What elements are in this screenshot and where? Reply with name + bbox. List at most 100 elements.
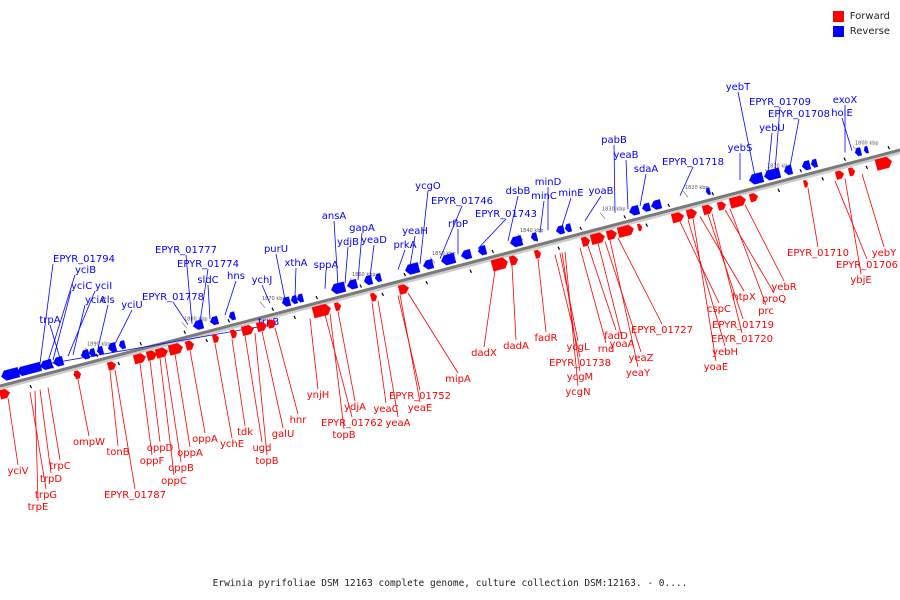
reverse-gene-label: yeaH [402,226,428,237]
genome-axis [0,148,900,388]
leader-line [39,263,54,364]
forward-gene-arrow [333,302,342,312]
forward-gene-label: EPYR_01727 [631,325,693,336]
forward-gene-label: dadX [471,348,497,359]
leader-line [371,302,387,404]
forward-gene-label: topB [255,456,278,467]
kbp-tick: 1850 kbp [429,251,456,264]
forward-gene-arrow [266,319,277,329]
reverse-gene-label: prkA [393,240,416,251]
reverse-gene-arrow [192,319,205,330]
leader-line [861,173,885,248]
forward-gene-arrow [802,179,809,188]
forward-gene-label: yciV [7,466,28,477]
kbp-tick-label: 1800 kbp [855,140,879,146]
forward-gene-arrow [589,232,605,245]
reverse-gene-label: ycgO [415,181,441,192]
axis-tick-mark [271,307,275,311]
leader-line [337,311,356,402]
kbp-tick-label: 1860 kbp [352,272,376,278]
forward-gene-label: EPYR_01738 [549,358,611,369]
leader-line [604,241,642,353]
forward-gene-arrow [636,223,643,232]
leader-line [77,379,90,437]
leader-line [597,243,623,339]
legend-forward-label: Forward [849,11,890,22]
forward-gene-arrow [184,340,195,351]
leader-line [587,245,617,331]
reverse-gene-arrow [510,235,524,248]
forward-gene-arrow [132,353,146,365]
reverse-gene-arrow [441,252,457,266]
leader-line [537,258,547,333]
axis-tick-mark [139,342,143,346]
reverse-gene-arrow [96,345,105,355]
axis-tick-mark [645,223,649,227]
forward-gene-label: ydjA [344,402,366,413]
reverse-gene-arrow [810,158,819,168]
axis-tick-mark [799,168,803,173]
axis-tick-mark [623,215,627,219]
reverse-gene-label: holE [831,108,853,119]
leader-line [737,91,756,177]
leader-line [199,268,209,322]
reverse-gene-label: yeaD [361,235,387,246]
forward-swatch [832,11,844,22]
kbp-tick-label: 1880 kbp [184,316,208,322]
forward-gene-label: mipA [445,374,471,385]
leader-line [49,324,61,359]
reverse-gene-arrow [296,293,305,303]
reverse-gene-label: sdaA [634,164,659,175]
reverse-gene-arrow [374,273,383,283]
leader-line [807,188,819,248]
leader-line [174,354,191,448]
axis-tick-mark [205,338,209,343]
reverse-gene-arrow [346,278,359,290]
reverse-gene-label: yciA [85,295,106,306]
forward-gene-label: dadA [503,341,529,352]
forward-gene-label: tdk [237,427,253,438]
forward-gene-label: yeaY [626,368,651,379]
axis-tick-mark [777,188,781,193]
axis-tick-mark [293,315,297,320]
forward-gene-arrow [616,224,634,238]
reverse-gene-label: sppA [314,260,339,271]
leader-line [439,205,463,259]
reverse-gene-label: ydjB [337,237,359,248]
forward-gene-arrow [240,324,254,337]
forward-gene-label: fadR [535,333,558,344]
legend-reverse: Reverse [832,24,890,39]
leader-line [407,292,459,374]
leader-line [261,284,271,304]
reverse-gene-label: EPYR_01794 [53,254,115,265]
axis-tick-mark [227,318,231,323]
reverse-gene-label: EPYR_01709 [749,97,811,108]
leader-line [613,144,616,213]
reverse-gene-label: EPYR_01718 [662,157,724,168]
kbp-tick: 1830 kbp [599,207,626,219]
reverse-gene-arrow [650,199,663,210]
reverse-gene-label: yoaB [588,186,613,197]
leader-line [687,219,726,347]
forward-gene-arrow [701,204,714,216]
reverse-gene-label: sldC [197,275,218,286]
reverse-gene-arrow [331,281,347,295]
axis-tick-mark [381,292,385,297]
forward-gene-label: EPYR_01710 [787,248,849,259]
forward-gene-arrow [106,361,117,371]
forward-gene-label: galU [272,429,295,440]
reverse-gene-label: minE [558,188,583,199]
forward-gene-label: ycgM [567,372,593,383]
leader-line [97,304,109,349]
forward-gene-label: yeaE [408,403,433,414]
kbp-tick-label: 1870 kbp [262,296,286,302]
leader-line [261,331,284,429]
forward-gene-arrow [748,193,759,203]
kbp-tick-label: 1820 kbp [685,185,709,191]
axis-tick-mark [865,165,869,170]
kbp-tick: 1820 kbp [682,185,709,198]
kbp-tick-label: 1810 kbp [767,163,791,169]
leader-line [844,178,862,275]
forward-gene-label: yebY [872,248,897,259]
reverse-gene-label: pabB [601,135,627,146]
